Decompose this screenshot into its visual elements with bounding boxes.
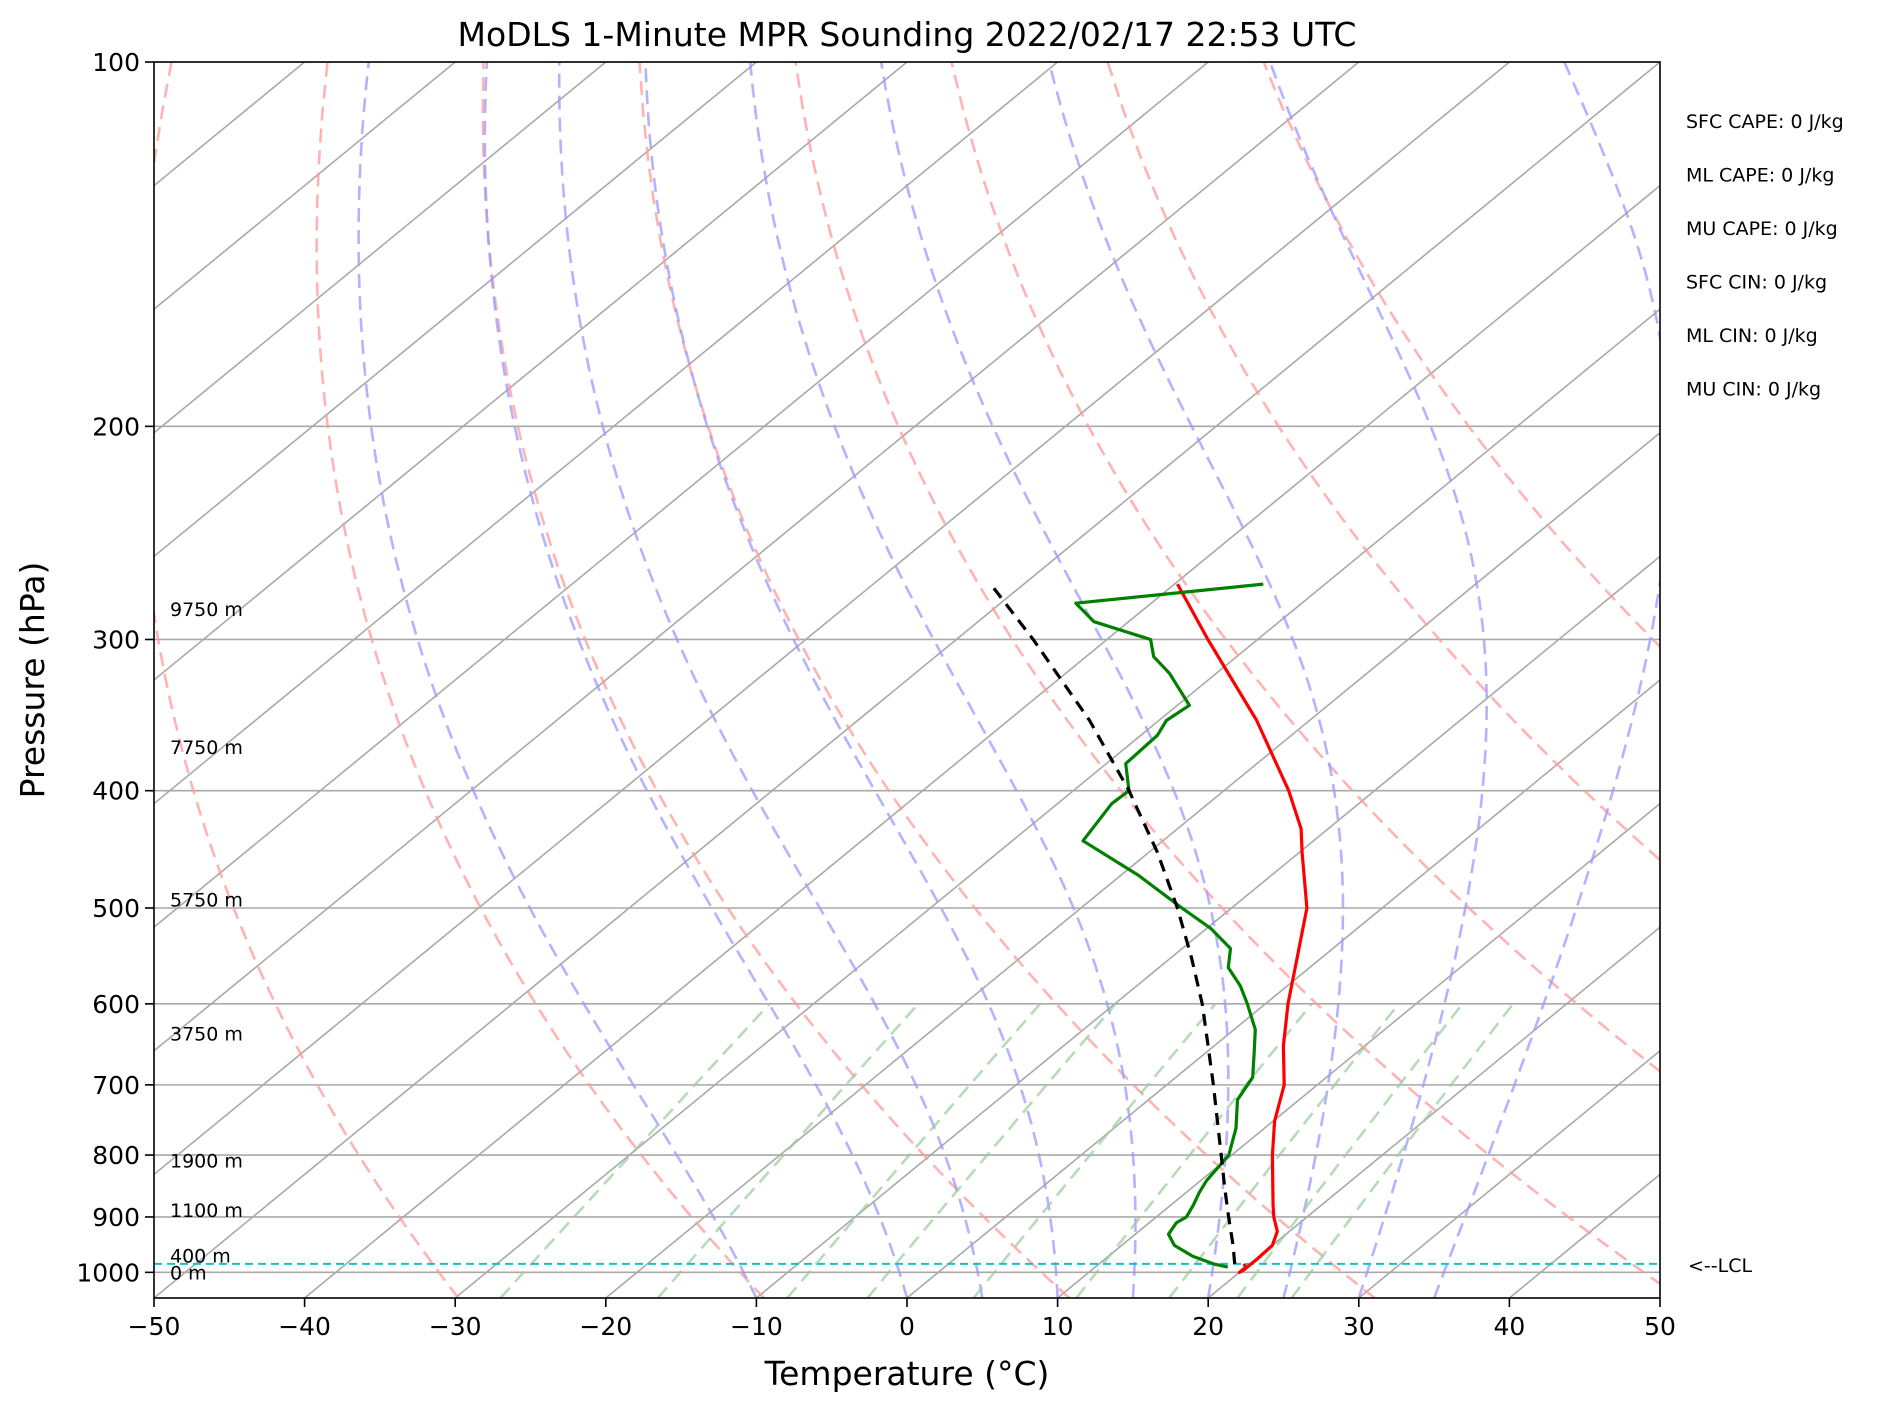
x-tick-label: 30 (1343, 1312, 1375, 1341)
moist-adiabat-line (748, 62, 1137, 1298)
dry-adiabat-line (794, 62, 1660, 1286)
isotherm-line (154, 62, 1510, 1176)
dewpoint-trace (1074, 582, 1264, 1269)
height-label: 5750 m (170, 890, 243, 912)
data-layer (154, 582, 1660, 1274)
x-tick-label: −20 (579, 1312, 632, 1341)
isotherm-line (1207, 926, 1660, 1298)
y-tick-label: 1000 (76, 1258, 140, 1287)
stability-annotation: ML CAPE: 0 J/kg (1686, 165, 1834, 187)
height-label: 400 m (170, 1245, 231, 1267)
isotherm-line (1659, 1296, 1660, 1298)
isotherm-line (1508, 1173, 1660, 1298)
mixing-ratio-line (656, 1002, 920, 1298)
parcel-trace (989, 583, 1237, 1265)
y-tick-label: 800 (92, 1141, 140, 1170)
isotherm-line (154, 62, 1360, 1052)
isotherm-line (454, 308, 1660, 1298)
x-tick-label: 40 (1493, 1312, 1525, 1341)
moist-adiabat-line (1268, 62, 1488, 1298)
isotherm-line (154, 62, 1209, 929)
x-tick-label: −50 (128, 1312, 181, 1341)
lcl-label: <--LCL (1688, 1255, 1752, 1277)
isotherm-line (154, 62, 456, 311)
isotherm-line (154, 62, 908, 682)
y-tick-label: 400 (92, 777, 140, 806)
isotherm-line (0, 62, 3, 1298)
height-label: 1100 m (170, 1200, 243, 1222)
mixing-ratio-line (499, 1002, 771, 1298)
x-tick-label: 50 (1644, 1312, 1676, 1341)
isotherm-line (154, 62, 1660, 1298)
stability-annotation: MU CAPE: 0 J/kg (1686, 218, 1838, 240)
mixing-ratio-line (972, 1002, 1217, 1298)
dry-adiabat-line (154, 62, 460, 1298)
y-tick-label: 200 (92, 412, 140, 441)
y-tick-label: 100 (92, 48, 140, 77)
y-tick-label: 700 (92, 1071, 140, 1100)
moist-adiabat-line (1047, 62, 1345, 1298)
axes-layer: −50 −40 −30 −20 −10 0 10 20 30 40 50 1000 900 800 700 6… (76, 48, 1676, 1341)
moist-adiabat-line (557, 62, 984, 1298)
x-tick-label: −10 (730, 1312, 783, 1341)
x-tick-label: 10 (1042, 1312, 1074, 1341)
y-tick-label: 500 (92, 894, 140, 923)
mixing-ratio-line (1075, 1002, 1313, 1298)
x-tick-label: 20 (1192, 1312, 1224, 1341)
x-tick-label: −30 (429, 1312, 482, 1341)
y-tick-label: 900 (92, 1203, 140, 1232)
isotherm-line (1057, 802, 1660, 1298)
stability-annotation: MU CIN: 0 J/kg (1686, 379, 1821, 401)
isotherm-line (605, 431, 1660, 1298)
isotherm-line (755, 555, 1660, 1298)
dry-adiabat-line (315, 62, 765, 1298)
mixing-ratio-line (1236, 1003, 1464, 1298)
dry-adiabat-line (638, 62, 1376, 1298)
dry-adiabat-line (1106, 62, 1660, 862)
y-tick-label: 600 (92, 990, 140, 1019)
isotherm-line (906, 678, 1660, 1298)
dry-adiabat-line (1262, 62, 1660, 649)
temperature-trace (1176, 583, 1309, 1274)
stability-annotation: SFC CAPE: 0 J/kg (1686, 111, 1844, 133)
x-tick-label: 0 (899, 1312, 915, 1341)
mixing-ratio-line (866, 1002, 1117, 1298)
moist-adiabat-line (357, 62, 758, 1298)
isotherm-line (304, 184, 1660, 1298)
mixing-ratio-line (786, 1002, 1042, 1298)
y-axis-label: Pressure (hPa) (13, 562, 52, 799)
x-axis-label: Temperature (°C) (764, 1354, 1050, 1393)
moist-adiabat-line (483, 62, 909, 1298)
height-label: 9750 m (170, 599, 243, 621)
stability-annotation: ML CIN: 0 J/kg (1686, 325, 1818, 347)
x-tick-label: −40 (278, 1312, 331, 1341)
moist-adiabat-line (644, 62, 1059, 1298)
height-label: 1900 m (170, 1150, 243, 1172)
stability-annotation: SFC CIN: 0 J/kg (1686, 272, 1827, 294)
moist-adiabat-line (879, 62, 1230, 1298)
moist-adiabat-line (1432, 62, 1660, 1298)
dry-adiabat-line (481, 62, 1071, 1298)
dry-adiabat-line (950, 62, 1660, 1073)
height-label: 0 m (170, 1262, 207, 1284)
height-label: 7750 m (170, 737, 243, 759)
y-tick-label: 300 (92, 625, 140, 654)
isotherm-line (154, 62, 1059, 805)
mixing-ratio-line (1290, 1003, 1515, 1298)
isotherm-line (154, 62, 607, 434)
isotherm-line (154, 62, 757, 558)
grid-layer (0, 62, 1660, 1298)
chart-title: MoDLS 1-Minute MPR Sounding 2022/02/17 2… (458, 15, 1357, 54)
isotherm-line (1358, 1049, 1660, 1298)
height-label: 3750 m (170, 1024, 243, 1046)
